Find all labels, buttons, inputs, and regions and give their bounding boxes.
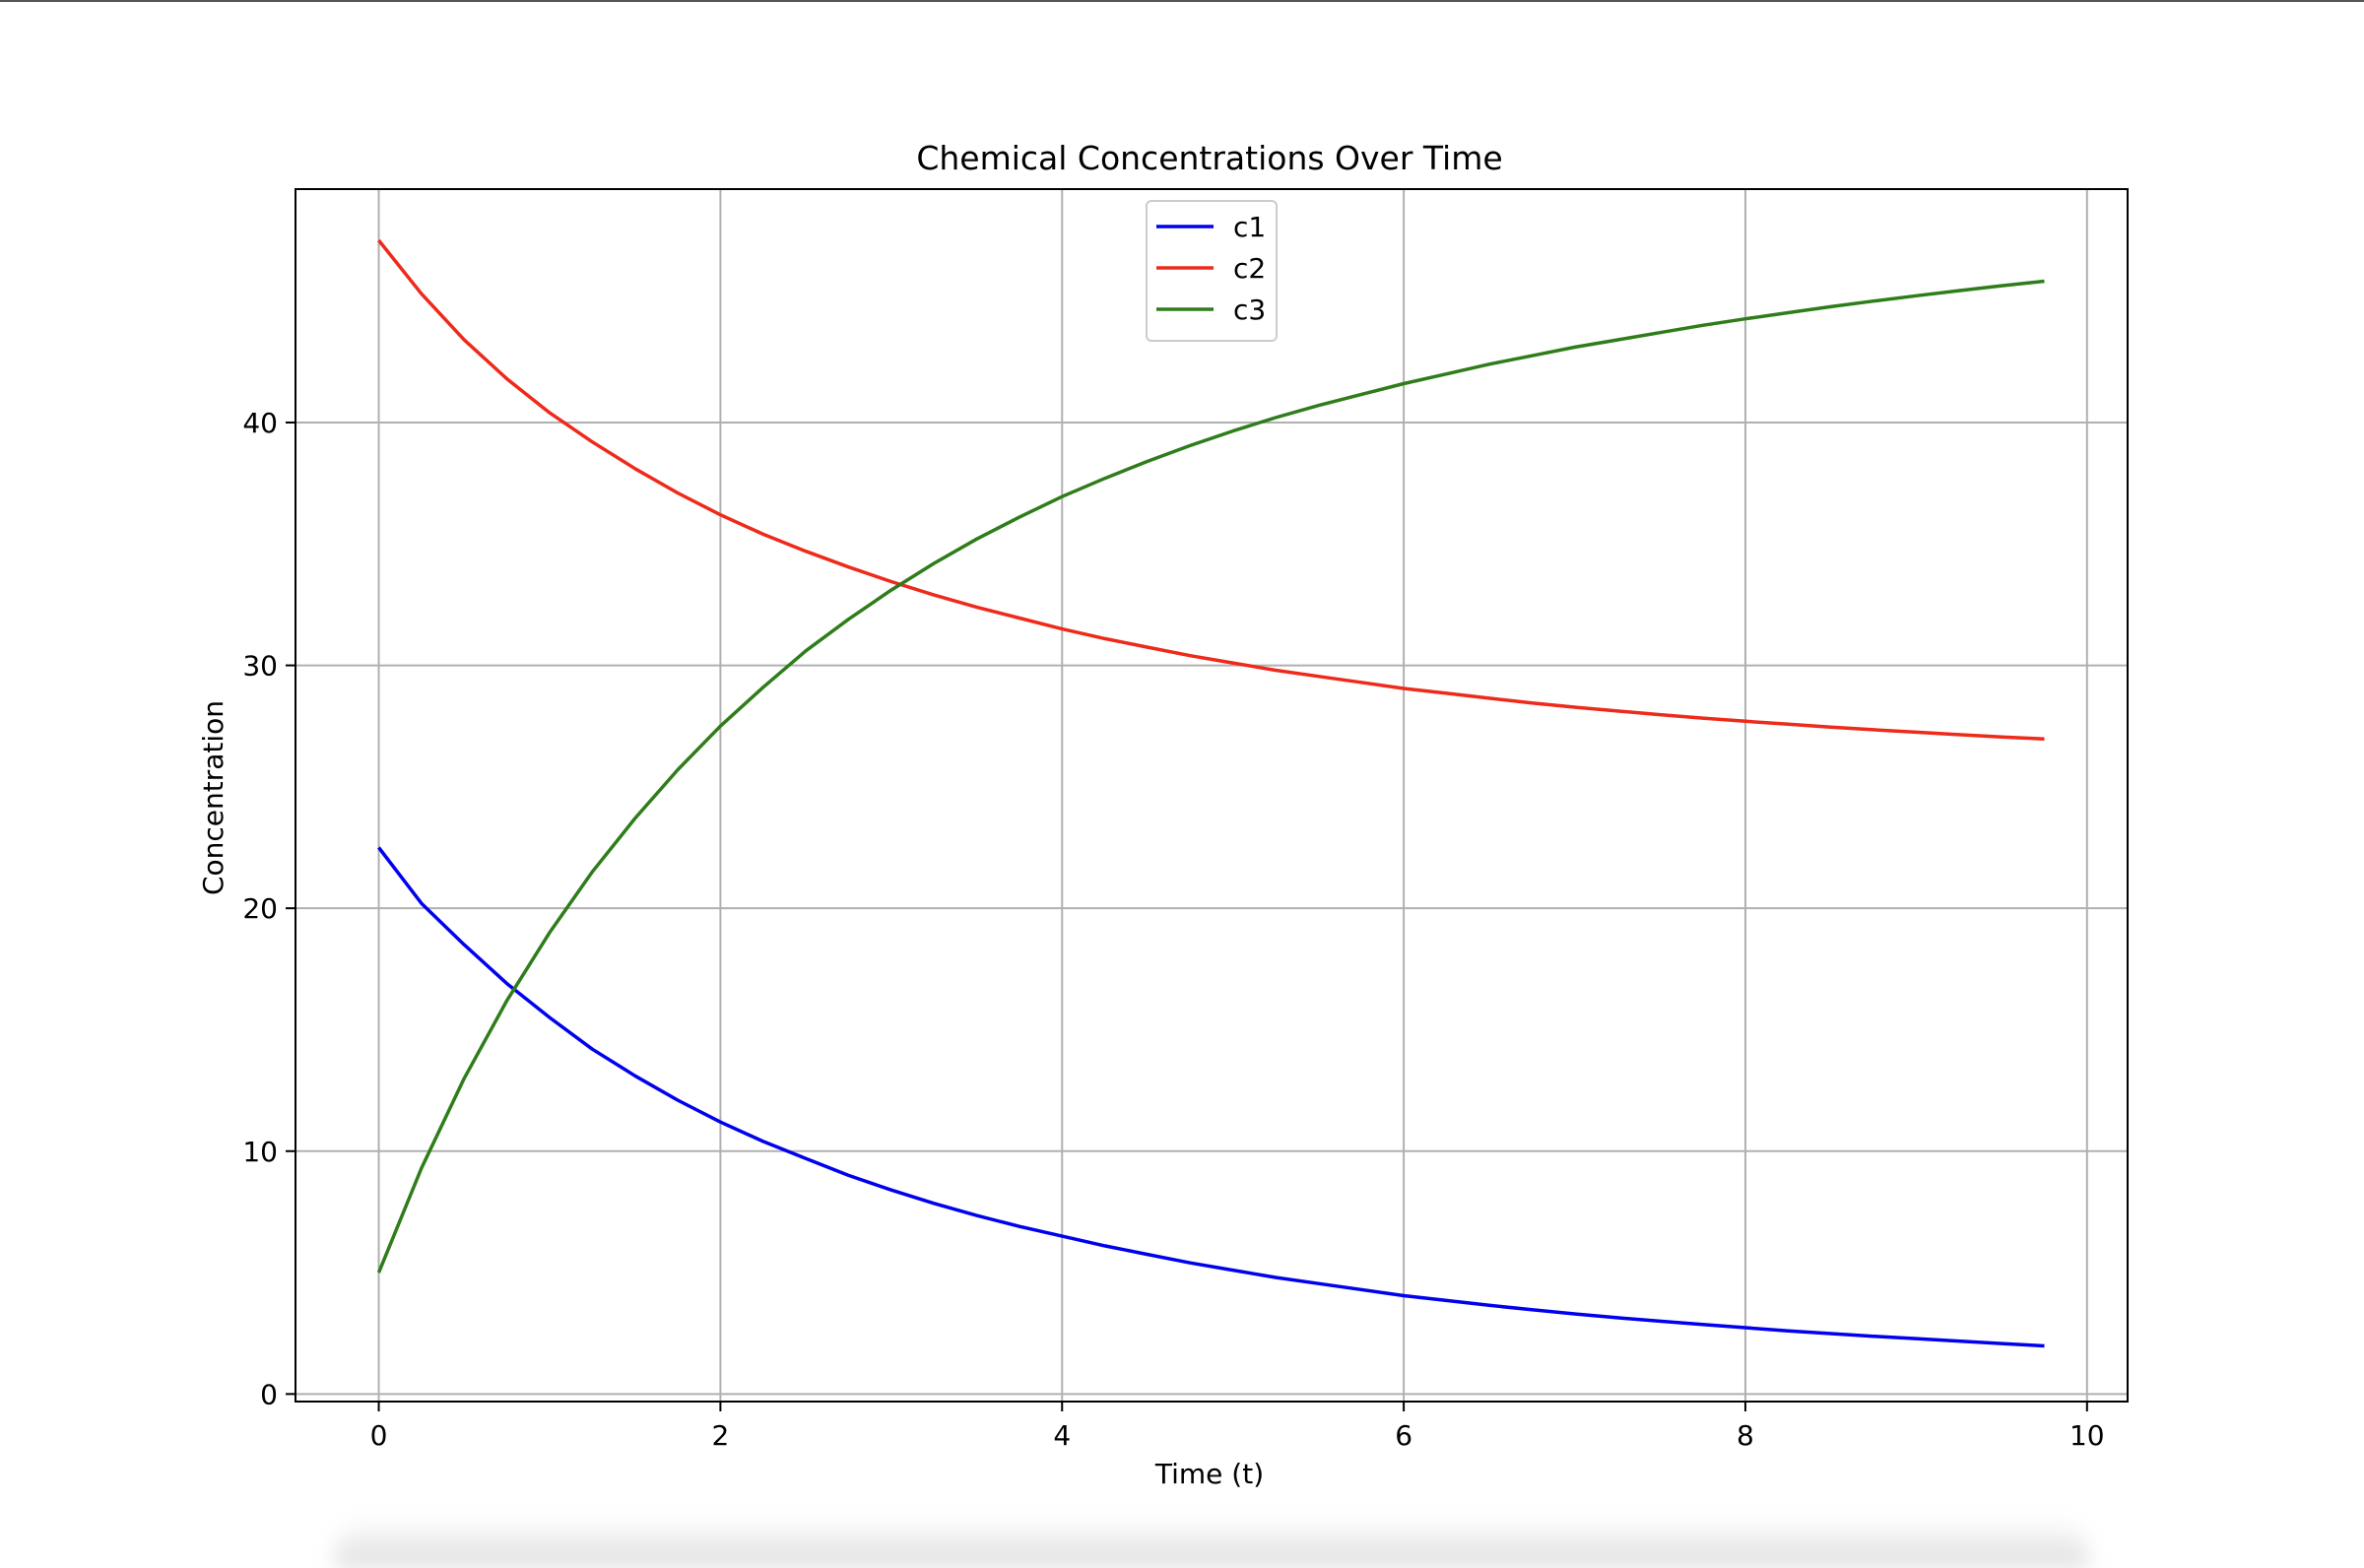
series-line-c1 xyxy=(377,846,2045,1348)
y-axis-label: Concentration xyxy=(197,700,230,895)
y-tick-label: 10 xyxy=(242,1136,278,1168)
plot-frame xyxy=(295,188,2129,1403)
y-tick-label: 40 xyxy=(242,407,278,439)
y-tick-label: 30 xyxy=(242,650,278,683)
chart-title: Chemical Concentrations Over Time xyxy=(916,139,1502,177)
bottom-shadow xyxy=(335,1517,2088,1568)
x-tick-label: 0 xyxy=(370,1419,388,1452)
x-tick-label: 2 xyxy=(711,1419,729,1452)
legend-box xyxy=(1146,200,1278,342)
legend-label-c1: c1 xyxy=(1233,211,1266,243)
series-lines xyxy=(376,238,2045,1348)
axis-ticks: 0 2 4 6 8 10 0 10 20 30 40 xyxy=(242,407,2104,1452)
x-tick-label: 10 xyxy=(2069,1419,2105,1452)
y-tick-label: 0 xyxy=(260,1378,278,1410)
x-tick-label: 4 xyxy=(1053,1419,1071,1452)
x-axis-label: Time (t) xyxy=(1154,1458,1264,1490)
series-line-c3 xyxy=(376,279,2045,1274)
grid xyxy=(296,189,2128,1402)
y-tick-label: 20 xyxy=(242,892,278,925)
legend-label-c2: c2 xyxy=(1233,252,1266,285)
x-tick-label: 6 xyxy=(1395,1419,1412,1452)
top-border-line xyxy=(0,0,2364,2)
legend: c1 c2 c3 xyxy=(1146,200,1278,342)
legend-label-c3: c3 xyxy=(1233,294,1266,326)
x-tick-label: 8 xyxy=(1737,1419,1754,1452)
series-line-c2 xyxy=(377,238,2045,742)
